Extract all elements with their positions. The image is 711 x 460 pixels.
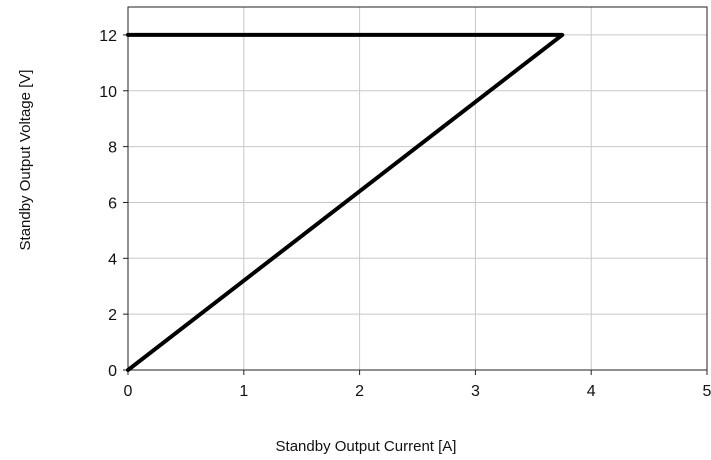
x-tick-label: 5: [703, 383, 711, 400]
x-tick-label: 0: [124, 383, 133, 400]
series-layer: [126, 32, 565, 372]
x-axis-ticks: 0 1 2 3 4 5: [124, 383, 711, 400]
y-axis-ticks: 0 2 4 6 8 10 12: [99, 28, 117, 380]
y-tick-label: 12: [99, 28, 117, 45]
x-axis-title: Standby Output Current [A]: [276, 438, 457, 455]
y-tick-label: 6: [108, 195, 117, 212]
y-tick-label: 2: [108, 307, 117, 324]
y-tick-label: 0: [108, 363, 117, 380]
y-tick-label: 10: [99, 84, 117, 101]
y-axis-title: Standby Output Voltage [V]: [17, 70, 34, 251]
grid: [123, 7, 708, 375]
x-tick-label: 2: [355, 383, 364, 400]
x-tick-label: 3: [471, 383, 480, 400]
plot-area: [127, 6, 708, 371]
x-tick-label: 4: [587, 383, 596, 400]
series-line-0: [126, 32, 565, 372]
y-tick-label: 8: [108, 140, 117, 157]
y-tick-label: 4: [108, 251, 117, 268]
x-tick-label: 1: [239, 383, 248, 400]
